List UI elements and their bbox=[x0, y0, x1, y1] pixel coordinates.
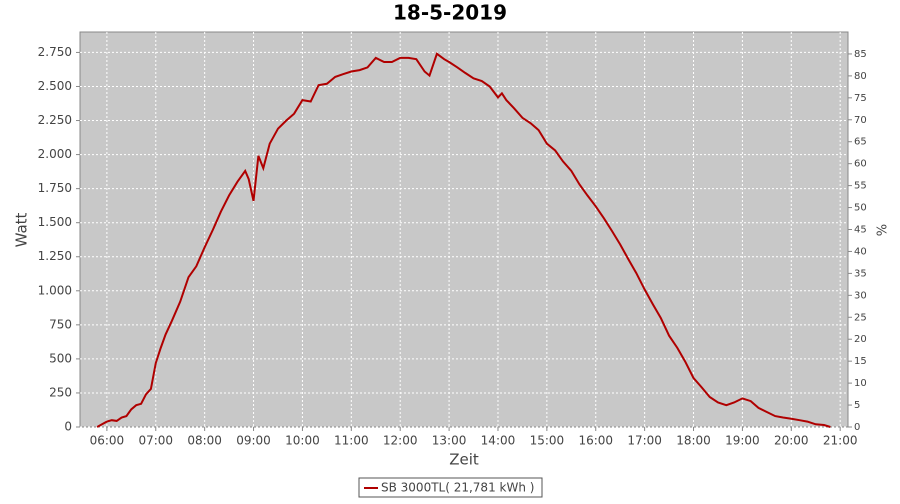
x-axis-label: Zeit bbox=[449, 451, 479, 469]
y-tick-label: 500 bbox=[49, 351, 72, 365]
x-tick-label: 18:00 bbox=[676, 434, 711, 448]
y-tick-label: 2.750 bbox=[38, 45, 72, 59]
y2-tick-label: 50 bbox=[854, 203, 867, 214]
chart-title: 18-5-2019 bbox=[393, 1, 507, 25]
legend-label: SB 3000TL( 21,781 kWh ) bbox=[381, 481, 534, 495]
y-tick-label: 1.250 bbox=[38, 249, 72, 263]
x-tick-label: 06:00 bbox=[90, 434, 125, 448]
x-tick-label: 09:00 bbox=[236, 434, 271, 448]
y2-tick-label: 0 bbox=[854, 422, 860, 433]
y2-tick-label: 55 bbox=[854, 181, 867, 192]
y-tick-label: 2.250 bbox=[38, 113, 72, 127]
y-tick-label: 1.000 bbox=[38, 283, 72, 297]
x-tick-label: 08:00 bbox=[187, 434, 222, 448]
x-tick-label: 10:00 bbox=[285, 434, 320, 448]
y2-tick-label: 25 bbox=[854, 312, 867, 323]
legend bbox=[358, 477, 543, 498]
y-axis-label: Watt bbox=[13, 212, 31, 247]
y-tick-label: 1.500 bbox=[38, 215, 72, 229]
y2-tick-label: 40 bbox=[854, 246, 867, 257]
y2-tick-label: 60 bbox=[854, 159, 867, 170]
x-tick-label: 12:00 bbox=[383, 434, 418, 448]
x-tick-label: 15:00 bbox=[530, 434, 565, 448]
y2-axis-label: % bbox=[876, 224, 891, 236]
x-tick-label: 13:00 bbox=[432, 434, 467, 448]
y2-tick-label: 10 bbox=[854, 378, 867, 389]
y2-tick-label: 65 bbox=[854, 137, 867, 148]
y2-tick-label: 75 bbox=[854, 93, 867, 104]
x-tick-label: 20:00 bbox=[774, 434, 809, 448]
y-tick-label: 0 bbox=[64, 420, 72, 434]
x-tick-label: 17:00 bbox=[627, 434, 662, 448]
y2-tick-label: 15 bbox=[854, 356, 867, 367]
y-tick-label: 2.000 bbox=[38, 147, 72, 161]
x-tick-label: 19:00 bbox=[725, 434, 760, 448]
x-tick-label: 07:00 bbox=[138, 434, 173, 448]
y2-tick-label: 85 bbox=[854, 49, 867, 60]
y-tick-label: 1.750 bbox=[38, 181, 72, 195]
x-tick-label: 16:00 bbox=[578, 434, 613, 448]
series-line bbox=[96, 52, 831, 428]
y2-tick-label: 30 bbox=[854, 290, 867, 301]
y2-tick-label: 70 bbox=[854, 115, 867, 126]
x-tick-label: 14:00 bbox=[481, 434, 516, 448]
y-tick-label: 250 bbox=[49, 385, 72, 399]
y-tick-label: 2.500 bbox=[38, 79, 72, 93]
y2-tick-label: 20 bbox=[854, 334, 867, 345]
y2-tick-label: 5 bbox=[854, 400, 860, 411]
y2-tick-label: 35 bbox=[854, 268, 867, 279]
y2-tick-label: 45 bbox=[854, 225, 867, 236]
x-tick-label: 21:00 bbox=[823, 434, 858, 448]
y2-tick-label: 80 bbox=[854, 71, 867, 82]
plot-area bbox=[79, 31, 849, 428]
y-tick-label: 750 bbox=[49, 317, 72, 331]
x-tick-label: 11:00 bbox=[334, 434, 369, 448]
